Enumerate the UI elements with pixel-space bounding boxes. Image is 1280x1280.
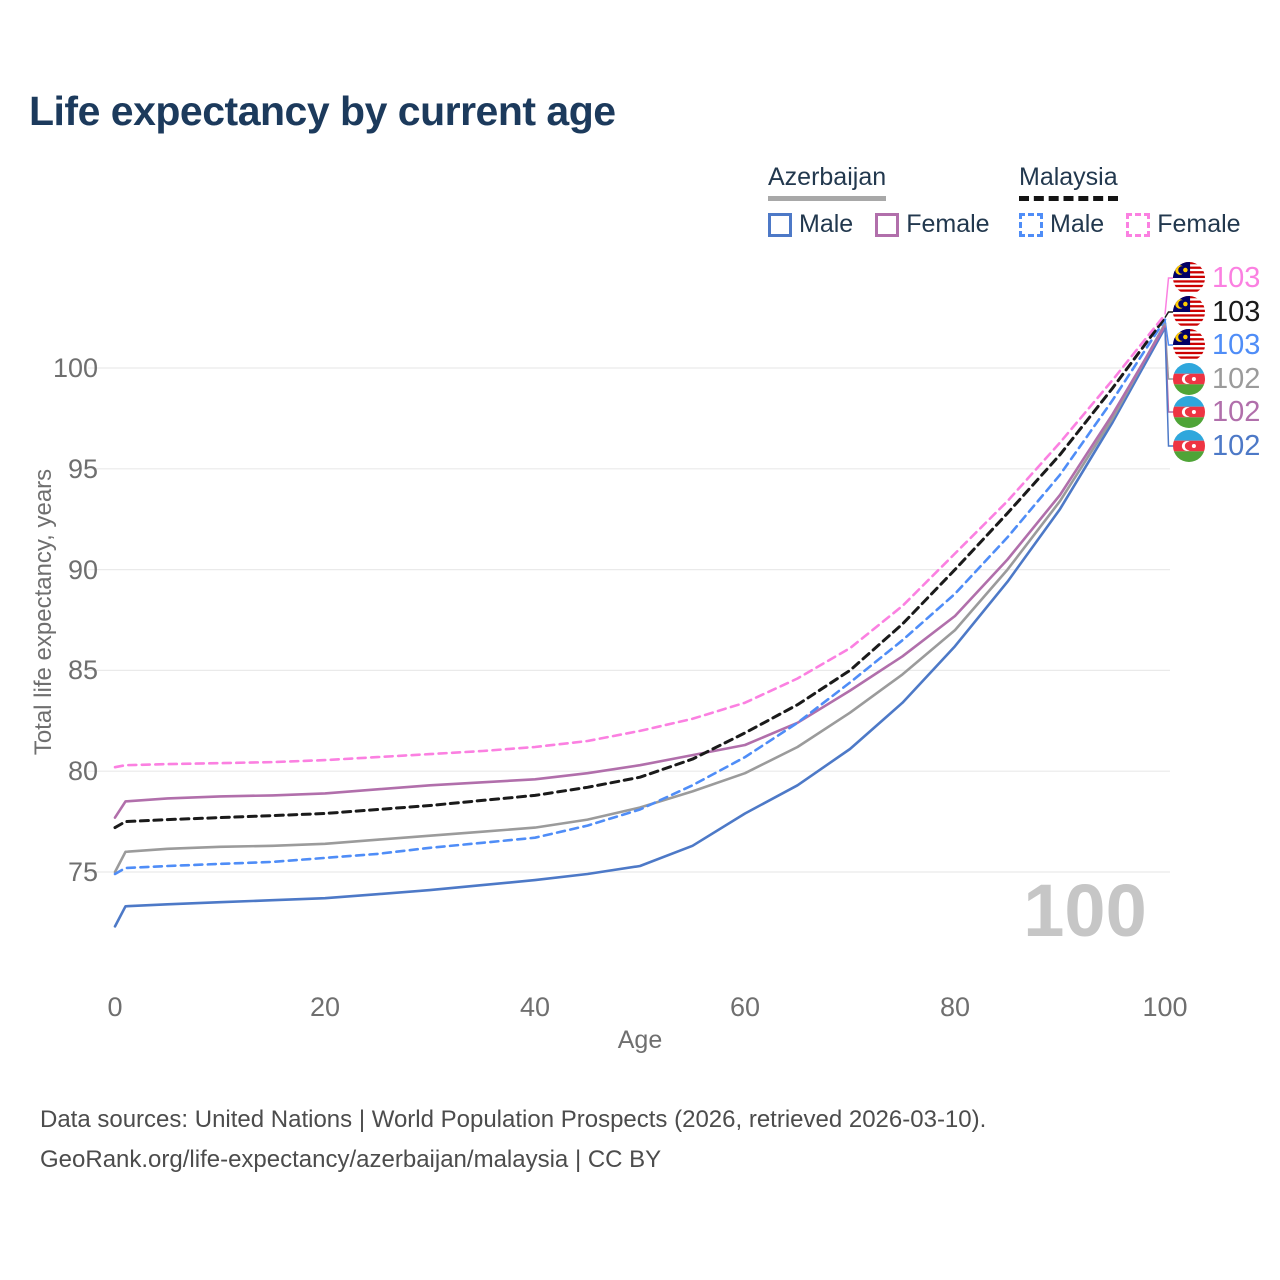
page-title: Life expectancy by current age bbox=[29, 88, 616, 134]
data-sources-text: Data sources: United Nations | World Pop… bbox=[40, 1106, 987, 1133]
y-tick-90: 90 bbox=[67, 555, 98, 585]
azerbaijan-flag-icon bbox=[1173, 396, 1205, 428]
y-tick-80: 80 bbox=[67, 756, 98, 786]
legend-label: Female bbox=[906, 210, 990, 238]
x-tick-40: 40 bbox=[519, 992, 551, 1022]
x-tick-80: 80 bbox=[939, 992, 971, 1022]
end-value: 103 bbox=[1212, 261, 1261, 294]
malaysia-flag-icon bbox=[1173, 329, 1205, 361]
y-tick-95: 95 bbox=[67, 454, 98, 484]
azerbaijan-flag-icon bbox=[1173, 363, 1205, 395]
end-label-malaysia-both: 103 bbox=[1173, 295, 1260, 329]
x-tick-20: 20 bbox=[309, 992, 341, 1022]
legend-group-malaysia: Malaysia Male Female bbox=[1019, 163, 1241, 239]
y-tick-85: 85 bbox=[67, 655, 98, 685]
legend-country-azerbaijan[interactable]: Azerbaijan bbox=[768, 163, 887, 201]
end-label-azerbaijan-male: 102 bbox=[1173, 429, 1260, 463]
azerbaijan-flag-icon bbox=[1173, 430, 1205, 462]
x-tick-60: 60 bbox=[729, 992, 761, 1022]
x-tick-100: 100 bbox=[1142, 992, 1188, 1022]
end-value: 103 bbox=[1212, 295, 1261, 328]
malaysia-flag-icon bbox=[1173, 262, 1205, 294]
attribution-text: GeoRank.org/life-expectancy/azerbaijan/m… bbox=[40, 1146, 662, 1173]
end-value: 102 bbox=[1212, 395, 1261, 428]
end-label-malaysia-female: 103 bbox=[1173, 261, 1260, 295]
y-axis-title: Total life expectancy, years bbox=[30, 468, 57, 756]
x-tick-0: 0 bbox=[107, 992, 123, 1022]
legend-group-azerbaijan: Azerbaijan Male Female bbox=[768, 163, 990, 239]
legend-label: Male bbox=[799, 210, 854, 238]
age-watermark: 100 bbox=[1023, 869, 1147, 952]
y-tick-75: 75 bbox=[67, 857, 98, 887]
azerbaijan-female-swatch bbox=[875, 212, 900, 237]
end-label-malaysia-male: 103 bbox=[1173, 328, 1260, 362]
malaysia-female-swatch bbox=[1126, 212, 1151, 237]
legend-country-malaysia[interactable]: Malaysia bbox=[1019, 163, 1118, 201]
end-label-azerbaijan-female: 102 bbox=[1173, 395, 1260, 429]
legend-item-azerbaijan-female[interactable]: Female bbox=[875, 210, 990, 239]
azerbaijan-male-swatch bbox=[768, 212, 792, 237]
end-label-azerbaijan-both: 102 bbox=[1173, 362, 1260, 396]
malaysia-male-swatch bbox=[1019, 212, 1043, 237]
x-axis-title: Age bbox=[617, 1026, 663, 1054]
legend-item-malaysia-male[interactable]: Male bbox=[1019, 210, 1104, 239]
end-value: 102 bbox=[1212, 362, 1261, 395]
legend-label: Female bbox=[1157, 210, 1241, 238]
malaysia-flag-icon bbox=[1173, 296, 1205, 328]
legend-label: Male bbox=[1050, 210, 1105, 238]
end-value: 103 bbox=[1212, 328, 1261, 361]
y-tick-100: 100 bbox=[52, 353, 98, 383]
end-value: 102 bbox=[1212, 429, 1261, 462]
legend-item-malaysia-female[interactable]: Female bbox=[1126, 210, 1241, 239]
legend-item-azerbaijan-male[interactable]: Male bbox=[768, 210, 853, 239]
